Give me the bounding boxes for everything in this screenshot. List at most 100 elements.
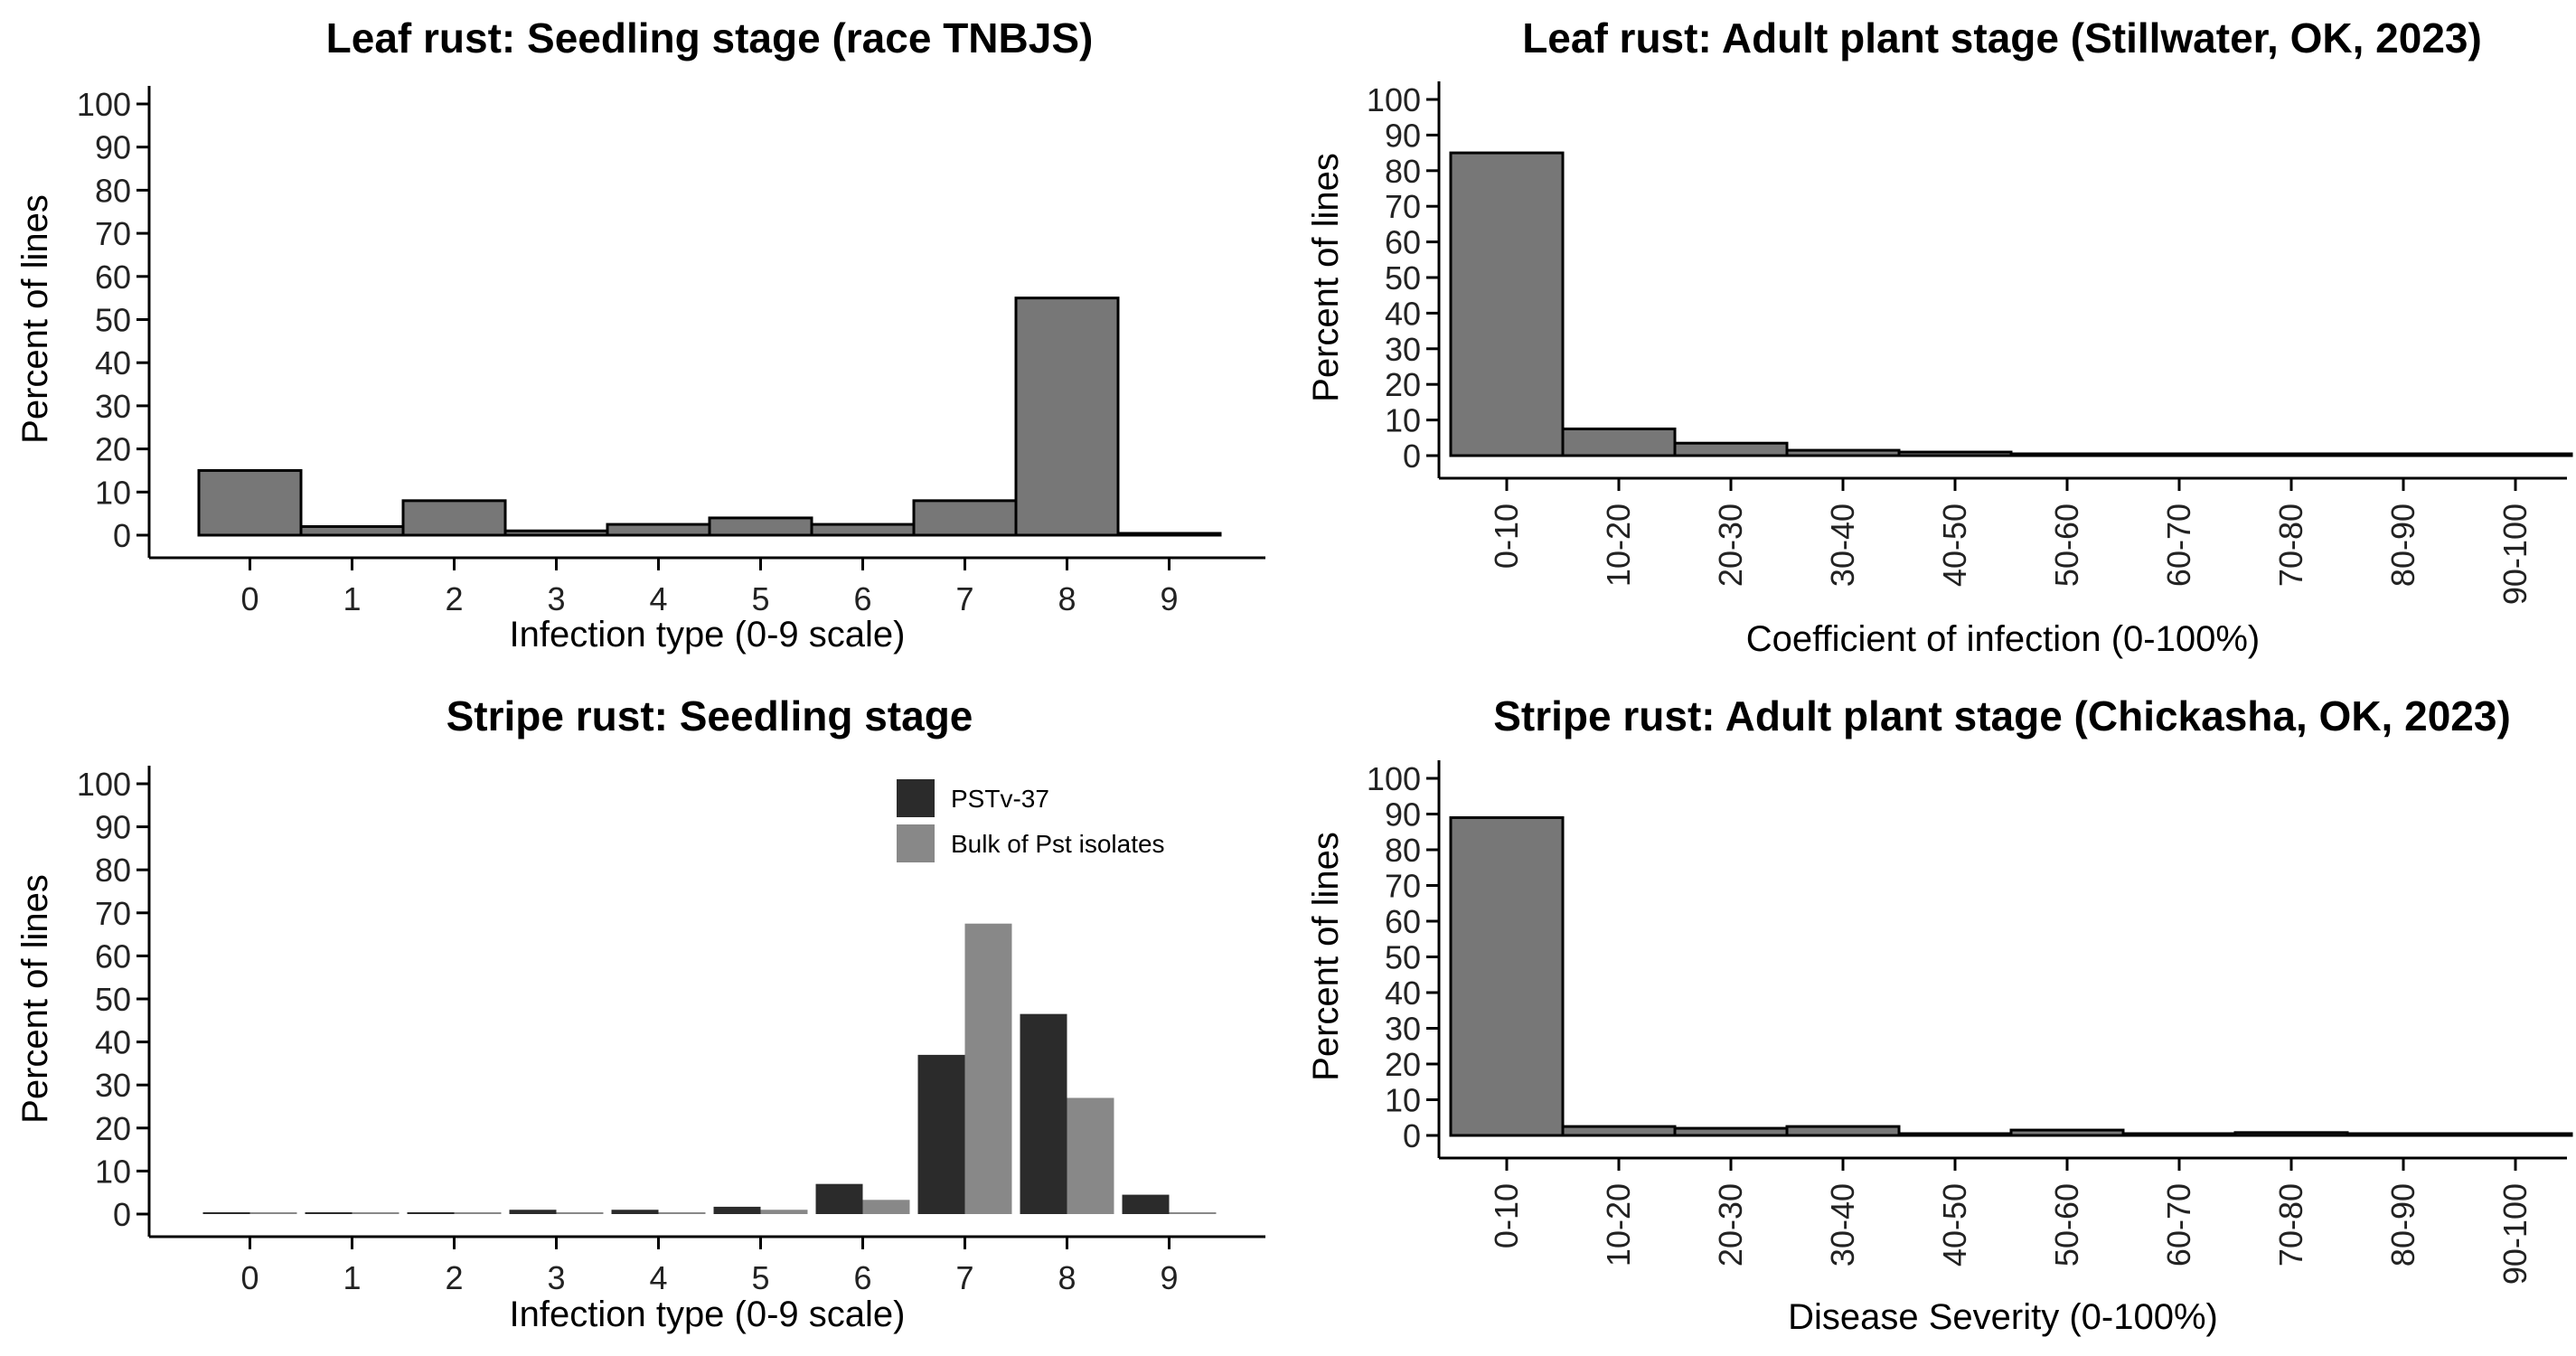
y-tick-label: 20: [95, 431, 131, 468]
x-tick-label: 4: [649, 580, 667, 617]
y-tick-label: 0: [1403, 438, 1421, 475]
y-tick-label: 0: [113, 1196, 131, 1233]
bar: [1122, 1194, 1170, 1214]
panel-stripe-rust-seedling: Stripe rust: Seedling stage PSTv-37 Bulk …: [15, 692, 1265, 1334]
y-tick-label: 60: [95, 259, 131, 296]
x-tick-label: 9: [1160, 1259, 1178, 1296]
y-tick-label: 100: [1367, 81, 1421, 118]
bar: [815, 1183, 863, 1214]
bar: [810, 523, 916, 537]
bar: [2233, 1131, 2349, 1137]
y-tick-label: 60: [1385, 903, 1421, 940]
y-tick-label: 50: [95, 981, 131, 1018]
y-tick-label: 60: [1385, 224, 1421, 261]
x-tick-label: 4: [649, 1259, 667, 1296]
x-tick-label: 0: [240, 1259, 259, 1296]
bar: [1067, 1097, 1114, 1214]
x-tick-label: 3: [547, 580, 565, 617]
bar: [305, 1212, 353, 1214]
y-tick-label: 0: [1403, 1117, 1421, 1154]
y-tick-label: 20: [1385, 1046, 1421, 1083]
panel-title: Leaf rust: Seedling stage (race TNBJS): [326, 14, 1094, 61]
x-tick-label: 0-10: [1488, 504, 1525, 569]
y-tick-label: 90: [95, 809, 131, 846]
y-tick-label: 20: [1385, 366, 1421, 403]
panel-title: Leaf rust: Adult plant stage (Stillwater…: [1522, 14, 2482, 61]
x-axis-label: Infection type (0-9 scale): [510, 615, 906, 654]
bar: [964, 923, 1012, 1214]
bar: [1785, 1125, 1901, 1137]
y-tick-label: 10: [95, 474, 131, 511]
bar: [1897, 450, 2013, 457]
x-tick-label: 10-20: [1600, 1183, 1637, 1267]
y-tick-label: 30: [95, 1067, 131, 1104]
x-axis-label: Disease Severity (0-100%): [1788, 1297, 2218, 1337]
y-tick-label: 50: [1385, 939, 1421, 976]
x-tick-label: 90-100: [2496, 1183, 2534, 1285]
x-tick-label: 20-30: [1712, 1183, 1749, 1267]
x-tick-label: 9: [1160, 580, 1178, 617]
x-tick-label: 6: [853, 580, 871, 617]
bar: [197, 468, 303, 537]
y-tick-label: 20: [95, 1110, 131, 1147]
y-tick-label: 70: [1385, 868, 1421, 905]
legend-label: PSTv-37: [951, 785, 1049, 813]
bar: [1449, 151, 1565, 457]
bar: [2009, 1128, 2125, 1137]
y-tick-label: 10: [95, 1153, 131, 1190]
x-tick-label: 2: [445, 1259, 463, 1296]
x-tick-label: 5: [751, 580, 769, 617]
panel-leaf-rust-adult: Leaf rust: Adult plant stage (Stillwater…: [1306, 14, 2573, 659]
x-tick-group: 0-10 10-20 20-30 30-40 40-50 50-60 60-70 70-80 8…: [1488, 1158, 2534, 1285]
bar: [658, 1212, 706, 1214]
bar: [606, 523, 711, 537]
y-tick-label: 30: [1385, 1011, 1421, 1048]
bar: [611, 1210, 659, 1214]
bar: [2233, 452, 2349, 457]
y-tick-label: 10: [1385, 1082, 1421, 1119]
y-tick-label: 90: [95, 129, 131, 166]
y-tick-label: 0: [113, 517, 131, 554]
bar: [1116, 532, 1222, 537]
bar: [2121, 1132, 2237, 1137]
x-tick-label: 10-20: [1600, 504, 1637, 587]
panel-leaf-rust-seedling: Leaf rust: Seedling stage (race TNBJS) 0…: [15, 14, 1265, 654]
x-tick-label: 70-80: [2272, 1183, 2309, 1267]
x-tick-label: 50-60: [2048, 504, 2085, 587]
bar-group: [1449, 815, 2573, 1137]
y-tick-label: 50: [1385, 259, 1421, 297]
y-tick-label: 100: [77, 766, 131, 803]
y-axis-label: Percent of lines: [15, 194, 55, 444]
x-tick-label: 40-50: [1936, 504, 1973, 587]
bar: [2346, 452, 2461, 457]
bar: [912, 499, 1018, 537]
x-tick-label: 60-70: [2160, 1183, 2197, 1267]
y-tick-label: 70: [95, 215, 131, 252]
bar-group: [1449, 151, 2573, 457]
x-tick-group: 0 1 2 3 4 5 6 7 8 9: [240, 1237, 1179, 1296]
y-tick-label: 40: [1385, 295, 1421, 332]
x-tick-label: 7: [955, 580, 973, 617]
x-tick-label: 30-40: [1824, 1183, 1861, 1267]
bar: [1169, 1212, 1217, 1214]
y-tick-label: 40: [95, 1024, 131, 1061]
legend: PSTv-37 Bulk of Pst isolates: [897, 779, 1165, 862]
bar-group: [202, 923, 1217, 1214]
legend-swatch: [897, 824, 935, 862]
x-axis-label: Coefficient of infection (0-100%): [1746, 619, 2260, 659]
bar: [760, 1210, 808, 1214]
panel-title: Stripe rust: Adult plant stage (Chickash…: [1493, 692, 2511, 739]
y-tick-label: 10: [1385, 402, 1421, 439]
legend-label: Bulk of Pst isolates: [951, 830, 1165, 858]
x-tick-label: 5: [751, 1259, 769, 1296]
bar: [503, 529, 609, 537]
x-tick-label: 60-70: [2160, 504, 2197, 587]
y-axis-label: Percent of lines: [15, 874, 55, 1124]
y-tick-label: 50: [95, 302, 131, 339]
bar: [1561, 1125, 1677, 1137]
y-axis-label: Percent of lines: [1306, 832, 1346, 1081]
bar: [2121, 452, 2237, 457]
